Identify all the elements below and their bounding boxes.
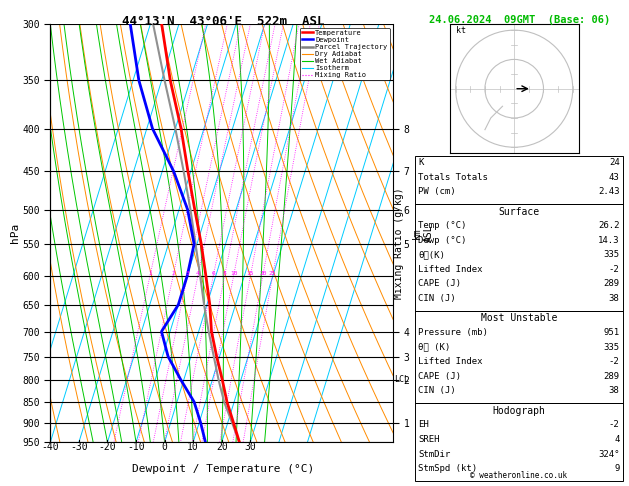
Text: 24.06.2024  09GMT  (Base: 06): 24.06.2024 09GMT (Base: 06) bbox=[429, 15, 610, 25]
Text: -2: -2 bbox=[609, 420, 620, 430]
Text: 1: 1 bbox=[148, 271, 152, 276]
Text: 0: 0 bbox=[162, 442, 167, 452]
Text: 44°13'N  43°06'E  522m  ASL: 44°13'N 43°06'E 522m ASL bbox=[122, 15, 325, 28]
Text: -10: -10 bbox=[127, 442, 145, 452]
Text: 15: 15 bbox=[247, 271, 254, 276]
Text: 289: 289 bbox=[603, 279, 620, 289]
Text: -30: -30 bbox=[70, 442, 87, 452]
Text: Dewp (°C): Dewp (°C) bbox=[418, 236, 467, 245]
Text: 2.43: 2.43 bbox=[598, 187, 620, 196]
Text: 2: 2 bbox=[171, 271, 175, 276]
Text: Mixing Ratio (g/kg): Mixing Ratio (g/kg) bbox=[394, 187, 404, 299]
Y-axis label: hPa: hPa bbox=[9, 223, 19, 243]
Text: -40: -40 bbox=[42, 442, 59, 452]
Text: PW (cm): PW (cm) bbox=[418, 187, 456, 196]
Text: 26.2: 26.2 bbox=[598, 221, 620, 230]
Text: -2: -2 bbox=[609, 357, 620, 366]
Text: 43: 43 bbox=[609, 173, 620, 182]
Text: Dewpoint / Temperature (°C): Dewpoint / Temperature (°C) bbox=[132, 464, 314, 474]
Text: -2: -2 bbox=[609, 265, 620, 274]
Text: 30: 30 bbox=[245, 442, 256, 452]
Text: 4: 4 bbox=[614, 435, 620, 444]
Text: 335: 335 bbox=[603, 250, 620, 260]
Text: Totals Totals: Totals Totals bbox=[418, 173, 488, 182]
Text: LCL: LCL bbox=[394, 376, 409, 384]
Text: CIN (J): CIN (J) bbox=[418, 294, 456, 303]
Text: Lifted Index: Lifted Index bbox=[418, 357, 483, 366]
Text: 6: 6 bbox=[211, 271, 215, 276]
Text: CAPE (J): CAPE (J) bbox=[418, 372, 461, 381]
Text: 20: 20 bbox=[216, 442, 228, 452]
Text: K: K bbox=[418, 158, 424, 167]
Text: -20: -20 bbox=[99, 442, 116, 452]
Text: 9: 9 bbox=[614, 464, 620, 473]
Text: kt: kt bbox=[455, 26, 465, 35]
Text: CIN (J): CIN (J) bbox=[418, 386, 456, 396]
Y-axis label: km
ASL: km ASL bbox=[412, 225, 434, 242]
Text: Lifted Index: Lifted Index bbox=[418, 265, 483, 274]
Text: SREH: SREH bbox=[418, 435, 440, 444]
Text: © weatheronline.co.uk: © weatheronline.co.uk bbox=[470, 471, 567, 480]
Text: 3: 3 bbox=[186, 271, 189, 276]
Text: CAPE (J): CAPE (J) bbox=[418, 279, 461, 289]
Text: Most Unstable: Most Unstable bbox=[481, 313, 557, 324]
Text: 38: 38 bbox=[609, 386, 620, 396]
Text: 951: 951 bbox=[603, 328, 620, 337]
Text: StmSpd (kt): StmSpd (kt) bbox=[418, 464, 477, 473]
Text: 4: 4 bbox=[196, 271, 200, 276]
Text: 24: 24 bbox=[609, 158, 620, 167]
Text: Hodograph: Hodograph bbox=[493, 406, 545, 416]
Text: 335: 335 bbox=[603, 343, 620, 352]
Text: 25: 25 bbox=[269, 271, 276, 276]
Text: θᴄ(K): θᴄ(K) bbox=[418, 250, 445, 260]
Text: 20: 20 bbox=[259, 271, 267, 276]
Text: 289: 289 bbox=[603, 372, 620, 381]
Text: 10: 10 bbox=[230, 271, 237, 276]
Text: 10: 10 bbox=[187, 442, 199, 452]
Text: StmDir: StmDir bbox=[418, 450, 450, 459]
Text: 8: 8 bbox=[223, 271, 226, 276]
Text: Temp (°C): Temp (°C) bbox=[418, 221, 467, 230]
Text: EH: EH bbox=[418, 420, 429, 430]
Text: 38: 38 bbox=[609, 294, 620, 303]
Text: 324°: 324° bbox=[598, 450, 620, 459]
Legend: Temperature, Dewpoint, Parcel Trajectory, Dry Adiabat, Wet Adiabat, Isotherm, Mi: Temperature, Dewpoint, Parcel Trajectory… bbox=[300, 28, 389, 80]
Text: Pressure (mb): Pressure (mb) bbox=[418, 328, 488, 337]
Text: Surface: Surface bbox=[498, 207, 540, 217]
Text: 14.3: 14.3 bbox=[598, 236, 620, 245]
Text: θᴄ (K): θᴄ (K) bbox=[418, 343, 450, 352]
